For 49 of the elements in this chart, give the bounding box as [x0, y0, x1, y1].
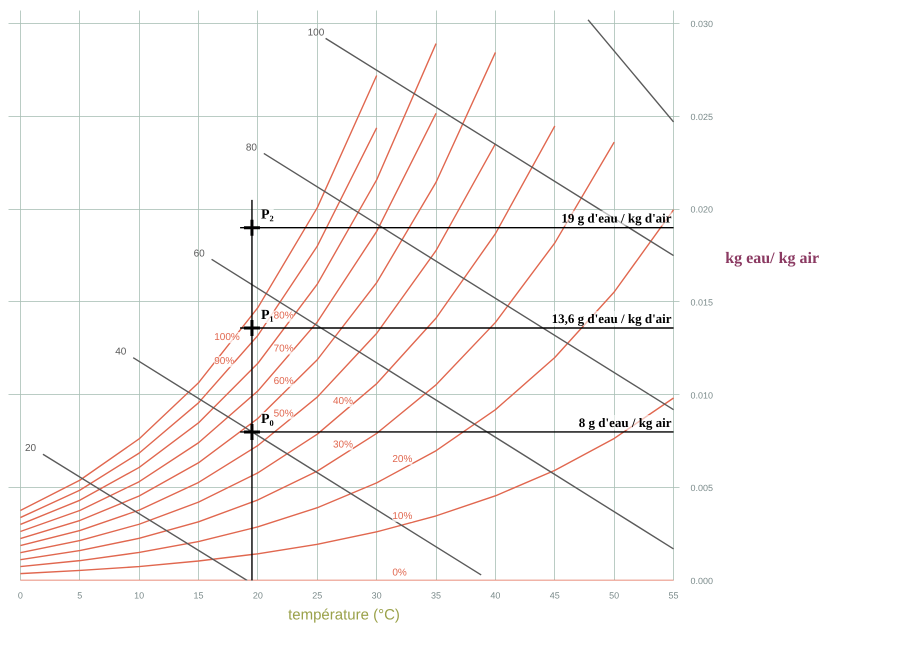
- x-tick-label: 10: [134, 590, 144, 600]
- x-tick-label: 5: [77, 590, 82, 600]
- series-label: 50%: [274, 408, 294, 420]
- line-series: [20, 397, 674, 574]
- line-series: [20, 52, 496, 540]
- series-label: P₁: [260, 308, 274, 323]
- y-tick-label: 0.005: [690, 483, 714, 494]
- y-tick-label: 0.015: [690, 298, 714, 308]
- x-tick-label: 50: [609, 590, 620, 600]
- series-label: P₀: [260, 412, 274, 427]
- line-series: [20, 143, 496, 546]
- x-tick-label: 55: [668, 590, 679, 600]
- y-tick-label: 0.025: [690, 112, 714, 122]
- x-tick-label: 30: [372, 590, 382, 600]
- series-label: 13,6 g d'eau / kg d'air: [552, 310, 672, 326]
- series-label: 80: [246, 142, 258, 154]
- series-label: 30%: [332, 439, 354, 450]
- y-tick-label: 0.020: [690, 204, 714, 215]
- x-tick-label: 0: [18, 590, 23, 600]
- series-label: 100: [308, 27, 325, 38]
- x-tick-label: 15: [194, 590, 204, 600]
- series-label: 70%: [274, 343, 294, 354]
- y-tick-label: 0.000: [690, 576, 714, 586]
- x-tick-label: 20: [252, 590, 263, 600]
- x-tick-label: 35: [431, 590, 442, 600]
- y-axis-title: kg eau/ kg air: [725, 250, 820, 267]
- y-tick-label: 0.010: [690, 390, 714, 400]
- x-tick-label: 40: [490, 590, 500, 600]
- series-label: 0%: [392, 568, 407, 578]
- series-label: 20: [24, 443, 36, 454]
- series-label: 19 g d'eau / kg d'air: [561, 210, 672, 226]
- line-series: [20, 209, 674, 568]
- series-label: 20%: [392, 454, 412, 465]
- x-tick-label: 45: [550, 590, 560, 600]
- x-axis-title: température (°C): [288, 606, 400, 624]
- series-label: 10%: [392, 510, 412, 522]
- series-label: 100%: [214, 332, 240, 344]
- series-label: 80%: [274, 310, 294, 322]
- series-label: P₂: [260, 208, 274, 223]
- y-tick-label: 0.030: [690, 18, 714, 29]
- series-label: 40%: [332, 396, 354, 407]
- series-label: 60%: [274, 376, 294, 388]
- series-label: 40: [115, 346, 127, 358]
- series-label: 60: [194, 248, 206, 260]
- x-tick-label: 25: [312, 590, 322, 600]
- line-series: [20, 112, 437, 532]
- series-label: 90%: [214, 356, 234, 368]
- line-series: [20, 42, 437, 526]
- series-label: 8 g d'eau / kg air: [578, 414, 672, 430]
